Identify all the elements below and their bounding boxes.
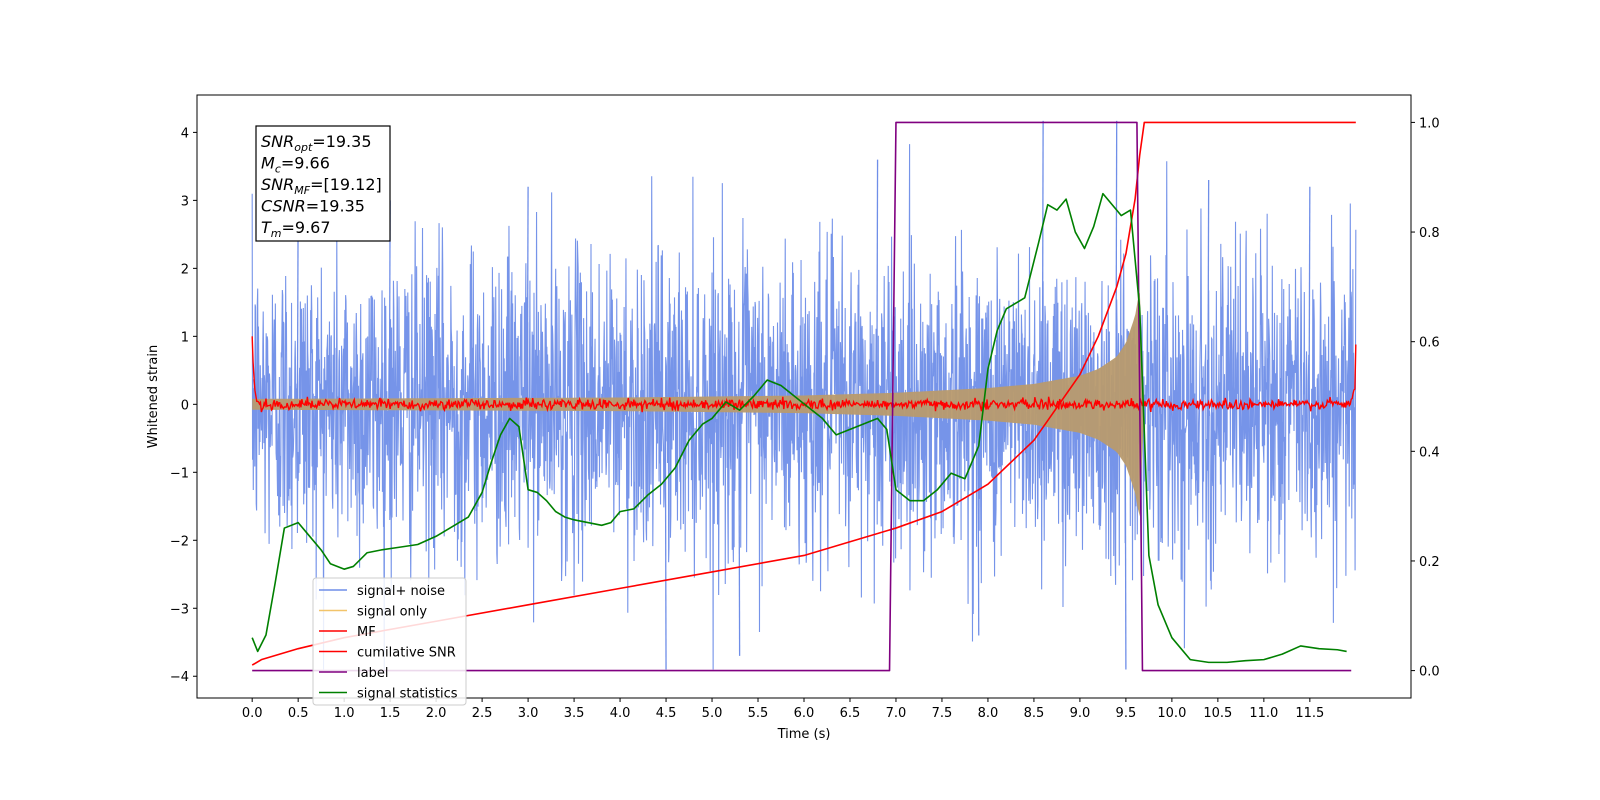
x-tick-label: 3.5 — [564, 706, 585, 721]
y-right-tick-label: 0.6 — [1419, 336, 1440, 351]
y-right-tick-label: 0.4 — [1419, 445, 1440, 460]
y-tick-label: 0 — [181, 398, 189, 413]
y-right-tick-label: 0.0 — [1419, 665, 1440, 680]
y-tick-label: 4 — [181, 126, 189, 141]
legend-label: label — [357, 666, 388, 681]
x-tick-label: 2.0 — [426, 706, 447, 721]
signal-noise-spike — [1041, 120, 1044, 405]
plot-area — [251, 120, 1357, 672]
x-tick-label: 6.5 — [840, 706, 861, 721]
series-mf-line — [251, 336, 1357, 413]
signal-noise-spike — [1308, 186, 1311, 405]
x-tick-label: 11.5 — [1295, 706, 1324, 721]
x-tick-label: 4.0 — [610, 706, 631, 721]
annotation-line: SNRopt=19.35 — [261, 132, 372, 154]
annotation-line: Tm=9.67 — [261, 218, 331, 240]
x-tick-label: 9.0 — [1070, 706, 1091, 721]
x-tick-label: 10.5 — [1203, 706, 1232, 721]
axes: 0.0 0.5 1.0 1.5 2.0 2.5 3.0 3.5 4.0 4.5 5.0 5.5 6.0 6… — [146, 94, 1440, 742]
legend-label: signal statistics — [357, 687, 458, 702]
y-right-tick-label: 0.2 — [1419, 555, 1440, 570]
x-tick-label: 5.5 — [748, 706, 769, 721]
annotation-line: Mc=9.66 — [261, 154, 330, 176]
y-tick-label: −4 — [170, 670, 189, 685]
legend-label: signal only — [357, 605, 427, 620]
annotation-frame — [255, 125, 391, 242]
legend-frame — [312, 577, 467, 706]
signal-noise-spike — [977, 404, 980, 636]
series-signal-only-fill — [252, 292, 1145, 517]
legend-label: MF — [357, 625, 376, 640]
x-axis-label: Time (s) — [777, 727, 831, 742]
annotation-line: CSNR=19.35 — [261, 197, 365, 216]
y-tick-label: −3 — [170, 602, 189, 617]
signal-noise-spike — [1207, 179, 1210, 405]
legend-label: signal+ noise — [357, 584, 445, 599]
y-tick-label: 3 — [181, 194, 189, 209]
series-signal-statistics-line — [251, 192, 1347, 664]
x-tick-label: 0.5 — [288, 706, 309, 721]
series-label-line — [252, 121, 1352, 672]
series-signal-noise-line — [251, 144, 1357, 670]
legend: signal+ noise signal only MF cumilative SNR… — [312, 577, 467, 706]
x-tick-label: 1.0 — [334, 706, 355, 721]
signal-noise-spike — [664, 404, 667, 670]
x-tick-label: 8.5 — [1024, 706, 1045, 721]
x-tick-label: 1.5 — [380, 706, 401, 721]
signal-noise-spike — [738, 404, 741, 656]
annotation-box: SNRopt=19.35Mc=9.66SNRMF=[19.12]CSNR=19.… — [255, 125, 391, 242]
legend-label: cumilative SNR — [357, 646, 456, 661]
x-tick-label: 5.0 — [702, 706, 723, 721]
y-tick-label: −1 — [170, 466, 189, 481]
y-tick-label: 2 — [181, 262, 189, 277]
signal-noise-spike — [876, 159, 879, 405]
y-axis-label: Whitened strain — [146, 345, 161, 448]
y-tick-label: −2 — [170, 534, 189, 549]
x-tick-label: 2.5 — [472, 706, 493, 721]
x-tick-label: 6.0 — [794, 706, 815, 721]
y-right-tick-label: 0.8 — [1419, 226, 1440, 241]
x-tick-label: 10.0 — [1157, 706, 1186, 721]
x-tick-label: 11.0 — [1249, 706, 1278, 721]
x-tick-label: 7.5 — [932, 706, 953, 721]
x-tick-label: 7.0 — [886, 706, 907, 721]
x-tick-label: 3.0 — [518, 706, 539, 721]
signal-noise-spike — [526, 186, 529, 405]
x-tick-label: 9.5 — [1116, 706, 1137, 721]
y-right-tick-label: 1.0 — [1419, 116, 1440, 131]
y-tick-label: 1 — [181, 330, 189, 345]
annotation-line: SNRMF=[19.12] — [261, 175, 382, 197]
x-tick-label: 0.0 — [242, 706, 263, 721]
x-tick-label: 4.5 — [656, 706, 677, 721]
x-tick-label: 8.0 — [978, 706, 999, 721]
